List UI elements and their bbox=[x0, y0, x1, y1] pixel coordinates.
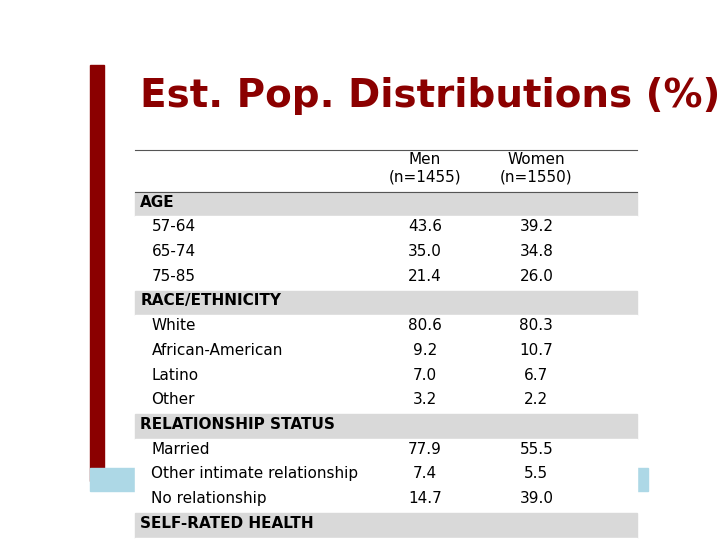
Text: 75-85: 75-85 bbox=[151, 268, 195, 284]
Text: 3.2: 3.2 bbox=[413, 393, 437, 408]
Text: Est. Pop. Distributions (%): Est. Pop. Distributions (%) bbox=[140, 77, 720, 115]
Text: 6.7: 6.7 bbox=[524, 368, 549, 382]
Text: 65-74: 65-74 bbox=[151, 244, 196, 259]
Bar bbox=[135, 315, 636, 340]
Text: 7.4: 7.4 bbox=[413, 467, 437, 482]
Bar bbox=[135, 489, 636, 514]
Text: 57-64: 57-64 bbox=[151, 219, 196, 234]
Bar bbox=[135, 266, 636, 291]
Bar bbox=[135, 192, 636, 216]
Bar bbox=[135, 291, 636, 315]
Text: Other intimate relationship: Other intimate relationship bbox=[151, 467, 359, 482]
Bar bbox=[135, 514, 636, 537]
Text: Women
(n=1550): Women (n=1550) bbox=[500, 152, 572, 184]
Text: 80.3: 80.3 bbox=[519, 318, 554, 333]
Text: 77.9: 77.9 bbox=[408, 442, 442, 456]
Text: 10.7: 10.7 bbox=[520, 342, 553, 357]
Text: 80.6: 80.6 bbox=[408, 318, 442, 333]
Bar bbox=[135, 216, 636, 241]
Bar bbox=[135, 340, 636, 365]
Text: 39.2: 39.2 bbox=[519, 219, 554, 234]
Bar bbox=[135, 438, 636, 463]
Text: Latino: Latino bbox=[151, 368, 199, 382]
Text: RELATIONSHIP STATUS: RELATIONSHIP STATUS bbox=[140, 417, 335, 433]
Bar bbox=[135, 364, 636, 389]
Text: SELF-RATED HEALTH: SELF-RATED HEALTH bbox=[140, 516, 314, 531]
Bar bbox=[90, 468, 648, 491]
Text: 21.4: 21.4 bbox=[408, 268, 441, 284]
Text: 34.8: 34.8 bbox=[519, 244, 554, 259]
Bar bbox=[90, 65, 104, 481]
Text: 14.7: 14.7 bbox=[408, 491, 441, 507]
Text: Other: Other bbox=[151, 393, 195, 408]
Text: RACE/ETHNICITY: RACE/ETHNICITY bbox=[140, 294, 282, 308]
Bar bbox=[135, 463, 636, 489]
Text: AGE: AGE bbox=[140, 194, 175, 210]
Text: No relationship: No relationship bbox=[151, 491, 267, 507]
Text: Married: Married bbox=[151, 442, 210, 456]
Text: 39.0: 39.0 bbox=[519, 491, 554, 507]
Bar bbox=[135, 537, 636, 540]
Text: 26.0: 26.0 bbox=[519, 268, 554, 284]
Bar bbox=[135, 389, 636, 415]
Text: White: White bbox=[151, 318, 196, 333]
Text: African-American: African-American bbox=[151, 342, 283, 357]
Text: 5.5: 5.5 bbox=[524, 467, 549, 482]
Text: 55.5: 55.5 bbox=[520, 442, 553, 456]
Text: 2.2: 2.2 bbox=[524, 393, 549, 408]
Bar bbox=[135, 241, 636, 266]
Text: 43.6: 43.6 bbox=[408, 219, 442, 234]
Text: 35.0: 35.0 bbox=[408, 244, 442, 259]
Bar bbox=[135, 415, 636, 438]
Text: Men
(n=1455): Men (n=1455) bbox=[389, 152, 461, 184]
Text: 7.0: 7.0 bbox=[413, 368, 437, 382]
Text: 9.2: 9.2 bbox=[413, 342, 437, 357]
